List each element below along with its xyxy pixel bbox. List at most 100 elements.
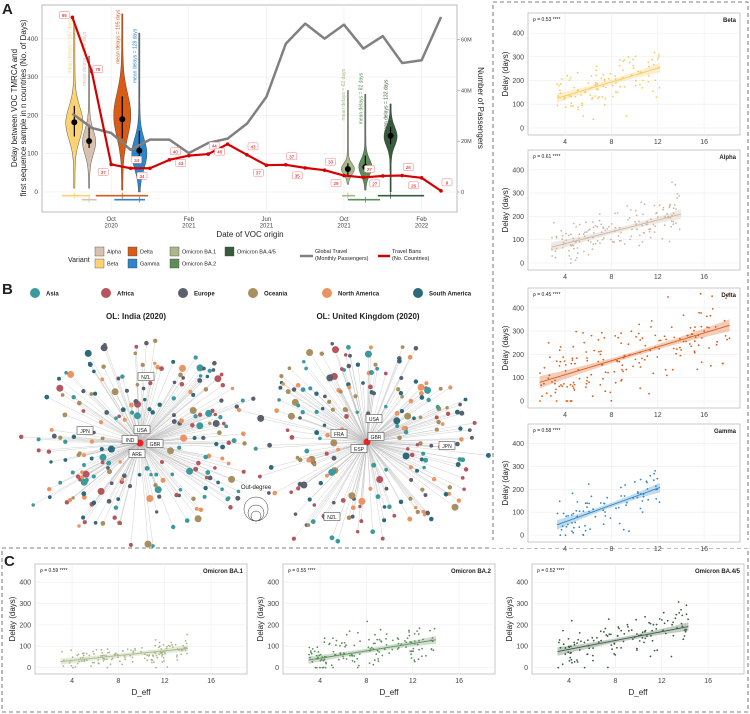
scatter-point <box>564 370 567 372</box>
network-node <box>358 504 362 509</box>
network-node <box>375 366 380 371</box>
scatter-point <box>404 640 406 642</box>
scatter-point <box>568 250 570 252</box>
network-node <box>100 521 106 526</box>
scatter-point <box>675 613 678 616</box>
network-node <box>241 469 246 474</box>
network-node <box>197 412 203 417</box>
scatter-point <box>639 387 642 390</box>
x-tick-label-month: Oct <box>339 217 349 223</box>
scatter-point <box>662 208 664 211</box>
network-node <box>361 381 365 385</box>
scatter-point <box>559 646 562 649</box>
scatter-point <box>330 664 333 667</box>
scatter-point <box>616 212 619 214</box>
scatter-point <box>332 637 334 640</box>
scatter-point <box>571 385 574 387</box>
scatter-point <box>308 646 311 649</box>
scatter-point <box>618 360 621 363</box>
scatter-point <box>559 346 562 348</box>
scatter-point <box>613 370 616 373</box>
scatter-point <box>561 247 564 249</box>
scatter-point <box>180 649 183 652</box>
network-node <box>402 452 410 460</box>
legend-swatch <box>127 258 138 269</box>
legend-swatch <box>94 258 105 269</box>
scatter-point <box>598 213 601 215</box>
scatter-point <box>570 658 573 661</box>
y-tick-label: 0 <box>520 533 524 540</box>
out-degree-label: Out-degree <box>241 485 272 491</box>
scatter-point <box>578 237 580 240</box>
network-node <box>75 474 81 479</box>
network-node <box>409 477 414 482</box>
x-tick-label-year: 2021 <box>182 224 196 230</box>
scatter-point <box>412 650 414 653</box>
mean-delay-label: mean delays = 195 days <box>115 9 121 64</box>
network-node <box>97 487 105 495</box>
scatter-point <box>570 105 572 107</box>
scatter-point <box>664 632 667 635</box>
scatter-point <box>614 335 617 337</box>
scatter-point <box>565 239 568 242</box>
network-edge <box>139 442 194 499</box>
network-edge <box>38 442 141 451</box>
scatter-point <box>567 638 570 640</box>
scatter-point <box>558 639 561 641</box>
scatter-point <box>656 356 659 358</box>
scatter-point <box>716 340 719 343</box>
scatter-point <box>416 643 419 646</box>
panel-label-b: B <box>2 281 13 298</box>
scatter-point <box>614 654 617 656</box>
network-edge <box>298 385 368 443</box>
network-node <box>81 389 86 394</box>
scatter-point <box>148 654 151 657</box>
scatter-point <box>561 234 564 237</box>
network-node <box>64 370 68 375</box>
mean-delay-label: mean delays = 62 days <box>341 68 347 120</box>
scatter-point <box>647 498 650 501</box>
scatter-point <box>568 94 571 97</box>
scatter-point <box>186 633 189 636</box>
network-node <box>335 538 341 544</box>
network-node <box>322 423 327 428</box>
scatter-point <box>413 659 416 661</box>
network-node <box>153 338 158 343</box>
y-tick-label: 300 <box>27 74 38 81</box>
network-edge <box>313 441 368 522</box>
scatter-title: Omicron BA.4/5 <box>695 569 741 575</box>
y-tick-label: 0 <box>520 125 524 132</box>
scatter-point <box>144 653 146 656</box>
scatter-point <box>693 350 696 353</box>
travel-bans-label-box <box>131 156 142 164</box>
network-node <box>429 516 434 522</box>
scatter-point <box>602 523 605 526</box>
network-node <box>172 413 176 418</box>
scatter-point <box>602 358 605 361</box>
x-tick-label: 8 <box>116 678 120 685</box>
network-node <box>314 391 319 396</box>
scatter-title: Omicron BA.1 <box>203 569 244 575</box>
network-node <box>397 358 402 364</box>
scatter-point <box>70 649 72 652</box>
network-edge <box>366 373 387 443</box>
rho-label: ρ = 0.53 **** <box>533 17 561 23</box>
scatter-point <box>578 377 581 380</box>
travel-bans-label: 27 <box>367 167 373 172</box>
scatter-point <box>672 220 675 223</box>
panel-label-a: A <box>2 1 13 18</box>
network-node <box>112 515 117 520</box>
violin-mean-point <box>344 166 351 173</box>
network-node <box>101 364 106 369</box>
scatter-point <box>601 96 604 98</box>
scatter-point <box>541 395 543 398</box>
scatter-point <box>343 642 346 644</box>
scatter-point <box>576 501 579 503</box>
scatter-point <box>575 357 578 359</box>
network-edge <box>295 402 368 443</box>
network-node <box>412 416 416 421</box>
network-node <box>157 402 162 407</box>
scatter-point <box>658 86 661 89</box>
scatter-point <box>356 657 359 660</box>
network-node <box>58 480 63 485</box>
